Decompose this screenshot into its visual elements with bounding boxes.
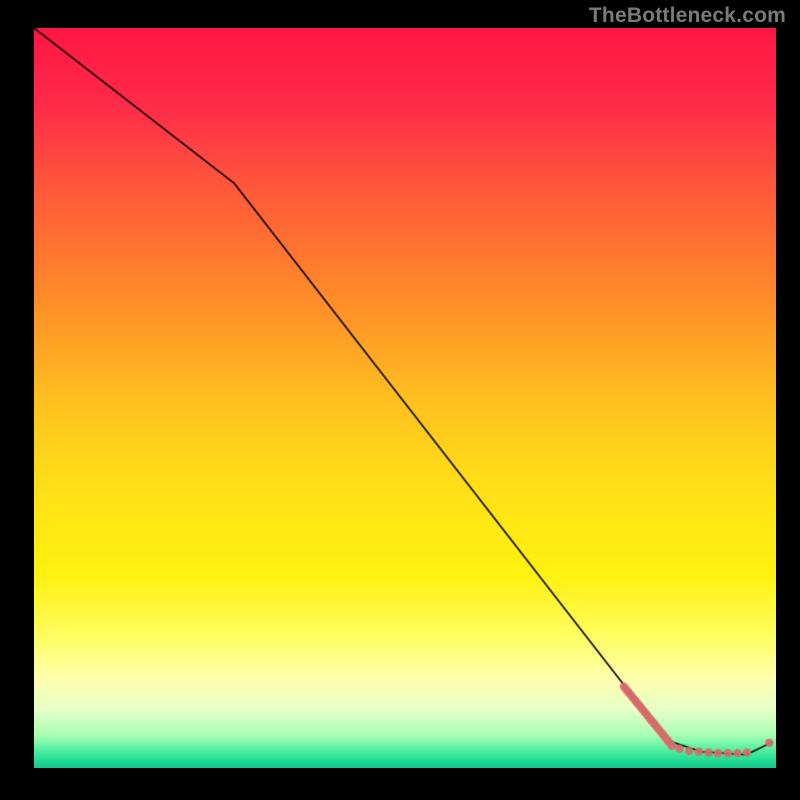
plot-area: [34, 28, 776, 768]
plot-canvas: [34, 28, 776, 768]
chart-frame: TheBottleneck.com: [0, 0, 800, 800]
watermark-text: TheBottleneck.com: [589, 4, 786, 28]
